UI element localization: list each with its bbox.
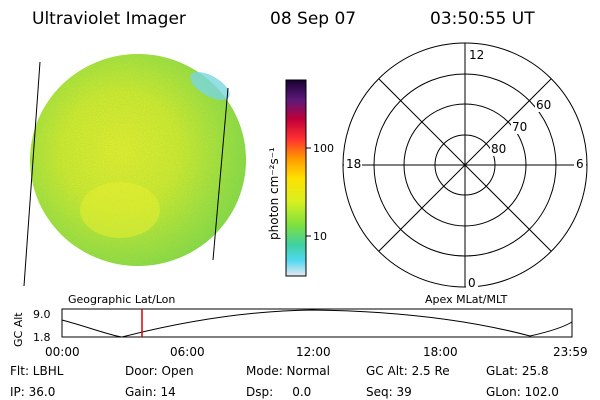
altitude-tick-label: 1.8 bbox=[33, 331, 51, 344]
mlat-label-70: 70 bbox=[512, 120, 527, 134]
time-tick-label: 06:00 bbox=[170, 345, 205, 359]
polar-grid bbox=[342, 42, 588, 288]
altitude-plot: GC Alt 9.0 1.8 00:00 06:00 12:00 18:00 2… bbox=[12, 308, 588, 359]
time-tick-label: 00:00 bbox=[45, 345, 80, 359]
apex-label: Apex MLat/MLT bbox=[425, 293, 508, 306]
polar-diagonal bbox=[378, 78, 552, 252]
gc-alt-readout: GC Alt: 2.5 Re bbox=[366, 364, 450, 378]
label-backing bbox=[535, 98, 553, 112]
label-backing bbox=[574, 156, 586, 170]
seq-readout: Seq: 39 bbox=[366, 385, 412, 399]
glon-readout: GLon: 102.0 bbox=[486, 385, 559, 399]
altitude-plot-frame bbox=[61, 308, 573, 338]
time-tick-label: 18:00 bbox=[423, 345, 458, 359]
label-backing bbox=[511, 120, 529, 134]
gain-readout: Gain: 14 bbox=[125, 385, 176, 399]
observation-date: 08 Sep 07 bbox=[270, 9, 356, 29]
dsp-readout: Dsp: 0.0 bbox=[246, 385, 311, 399]
mlt-label-dawn: 6 bbox=[576, 157, 584, 171]
time-tick-label: 23:59 bbox=[553, 345, 588, 359]
ip-readout: IP: 36.0 bbox=[10, 385, 55, 399]
terminator-line-left bbox=[23, 61, 41, 287]
instrument-title: Ultraviolet Imager bbox=[32, 9, 186, 29]
mlt-label-dusk: 18 bbox=[346, 157, 361, 171]
label-backing bbox=[468, 48, 484, 62]
time-tick-label: 12:00 bbox=[296, 345, 331, 359]
colorbar-tick-label: 100 bbox=[313, 142, 334, 155]
glat-readout: GLat: 25.8 bbox=[486, 364, 549, 378]
mlt-label-midnight: 0 bbox=[468, 276, 476, 290]
label-backing bbox=[466, 275, 478, 289]
altitude-tick-label: 9.0 bbox=[33, 308, 51, 321]
mlat-label-60: 60 bbox=[536, 98, 551, 112]
door-readout: Door: Open bbox=[125, 364, 194, 378]
label-backing bbox=[344, 156, 362, 170]
observation-time: 03:50:55 UT bbox=[430, 9, 535, 29]
altitude-axis-label: GC Alt bbox=[12, 312, 25, 347]
colorbar-unit-label: photon cm⁻²s⁻¹ bbox=[267, 147, 281, 240]
earth-disk-image bbox=[23, 54, 246, 287]
status-panel: Flt: LBHL Door: Open Mode: Normal GC Alt… bbox=[10, 364, 559, 399]
geographic-label: Geographic Lat/Lon bbox=[68, 293, 175, 306]
altitude-curve bbox=[61, 309, 573, 338]
label-backing bbox=[490, 142, 508, 156]
mlt-label-noon: 12 bbox=[469, 48, 484, 62]
terminator-line-right bbox=[212, 87, 229, 261]
mode-readout: Mode: Normal bbox=[246, 364, 330, 378]
mlat-label-80: 80 bbox=[491, 142, 506, 156]
colorbar bbox=[285, 79, 307, 277]
colorbar-tick-label: 10 bbox=[313, 230, 327, 243]
filter-readout: Flt: LBHL bbox=[10, 364, 64, 378]
